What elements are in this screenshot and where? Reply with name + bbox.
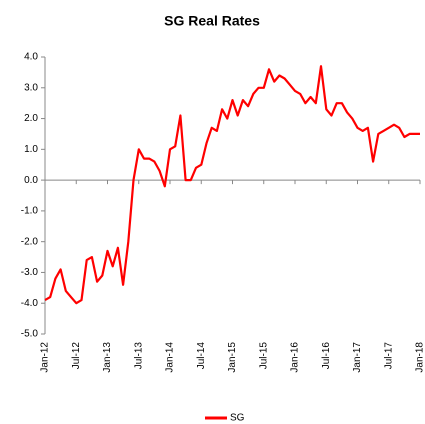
legend-label: SG (230, 413, 245, 424)
y-tick-label: -5.0 (21, 329, 39, 340)
y-tick-label: 4.0 (24, 52, 38, 63)
x-tick-label: Jul-17 (383, 342, 394, 370)
y-tick-label: -4.0 (21, 298, 39, 309)
y-tick-label: 3.0 (24, 82, 38, 93)
y-tick-label: 2.0 (24, 113, 38, 124)
x-tick-label: Jul-14 (196, 342, 207, 370)
x-tick-label: Jan-17 (352, 342, 363, 373)
chart-title: SG Real Rates (164, 13, 260, 29)
x-tick-label: Jan-14 (165, 342, 176, 373)
y-tick-label: 1.0 (24, 144, 38, 155)
x-tick-label: Jan-13 (102, 342, 113, 373)
y-tick-label: -3.0 (21, 267, 39, 278)
x-tick-label: Jan-18 (415, 342, 425, 373)
x-tick-label: Jan-12 (40, 342, 51, 373)
series-line (44, 65, 420, 305)
x-tick-label: Jul-16 (321, 342, 332, 370)
x-tick-label: Jan-16 (290, 342, 301, 373)
y-tick-label: -1.0 (21, 206, 39, 217)
x-tick-label: Jan-15 (227, 342, 238, 373)
x-tick-label: Jul-13 (133, 342, 144, 370)
y-tick-label: 0.0 (24, 175, 38, 186)
x-tick-label: Jul-15 (258, 342, 269, 370)
x-tick-label: Jul-12 (71, 342, 82, 370)
y-tick-label: -2.0 (21, 236, 39, 247)
